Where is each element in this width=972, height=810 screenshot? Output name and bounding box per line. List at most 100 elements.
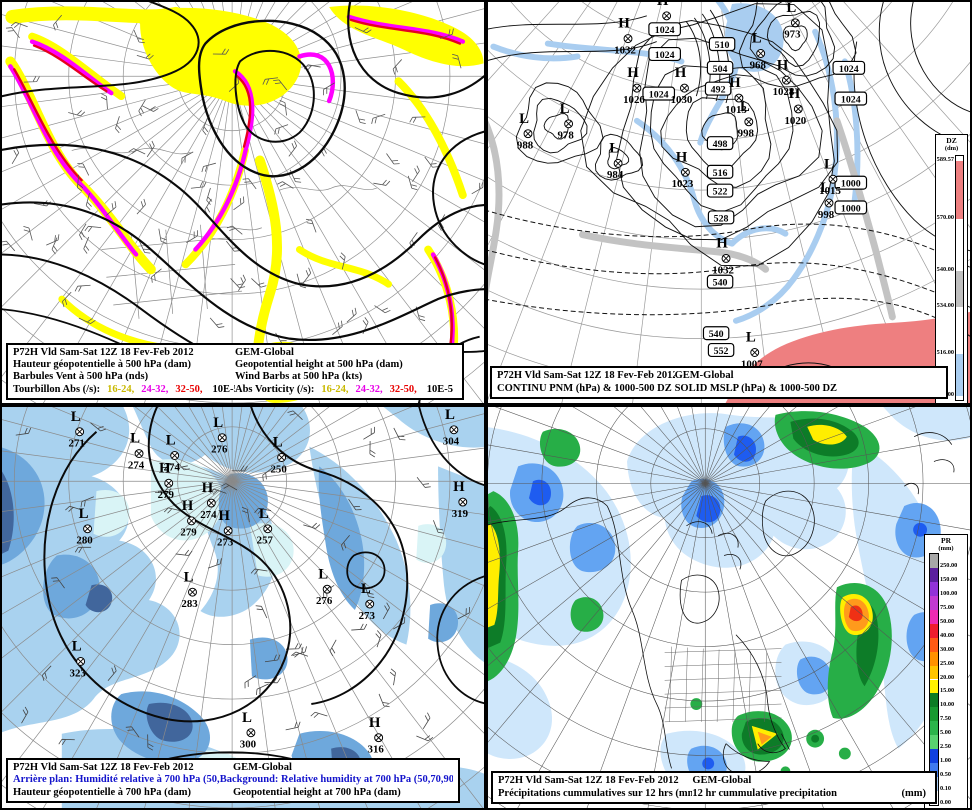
center-low: L 323 [69,639,86,680]
vorticity-range: 24-32, [355,383,383,395]
center-low: L 968 [750,31,767,72]
svg-text:H: H [159,460,171,476]
svg-text:1030: 1030 [671,94,693,106]
boxed-label: 540 [706,274,734,289]
vorticity-range: 16-24, [321,383,349,395]
center-low: L 274 [128,431,145,472]
field-label-fr: CONTINU PNM (hPa) & 1000-500 DZ [497,382,672,394]
svg-text:1024: 1024 [655,50,675,61]
svg-text:1026: 1026 [623,94,645,106]
center-low: L 988 [517,111,534,152]
thickness-contours-dashed [488,210,970,337]
boxed-label: 504 [706,60,734,75]
scale-title: DZ [946,136,957,145]
panel-vorticity-500: P72H Vld Sam-Sat 12Z 18 Fev-Feb 2012 GEM-… [0,0,486,405]
svg-text:L: L [318,566,328,582]
height-label-en: Geopotential height at 700 hPa (dam) [233,786,401,798]
svg-text:978: 978 [557,130,574,142]
svg-text:L: L [242,710,252,726]
scale-tick: 1.00 [940,757,952,765]
svg-text:984: 984 [607,169,624,181]
caption-rh: P72H Vld Sam-Sat 12Z 18 Fev-Feb 2012 GEM-… [6,758,460,803]
boxed-label: 492 [704,81,732,96]
scale-tick: 75.00 [940,603,955,611]
model-name: GEM-Global [674,370,734,382]
center-low: L 280 [76,506,93,547]
svg-text:L: L [445,407,455,423]
svg-text:H: H [789,86,801,102]
scale-tick: 0.00 [940,799,952,806]
boxed-label: 1024 [642,86,676,101]
svg-text:1015: 1015 [819,185,841,197]
svg-text:L: L [740,99,750,115]
isobars [515,2,857,267]
wind-barbs [15,410,471,751]
svg-text:H: H [202,480,214,496]
svg-text:L: L [824,156,834,172]
svg-text:H: H [218,508,230,524]
svg-text:L: L [519,111,529,127]
field-label-en: Geopotential height at 500 hPa (dam) [235,359,403,371]
precip-red [848,605,863,622]
scale-tick: 10.00 [940,701,955,709]
vorticity-legend-fr: Tourbillon Abs (/s): 16-24, 24-32, 32-50, 10… [13,383,235,395]
vorticity-range: 24-32, [141,383,169,395]
precip-label-fr: Précipitations cummulatives sur 12 hrs (… [498,787,693,799]
boxed-label: 1024 [832,60,866,75]
panel-precipitation: PR (mm) 250.00 150.00 100.00 75.00 50.00 40.0… [486,405,972,810]
svg-text:L: L [361,581,371,597]
svg-text:274: 274 [128,459,145,471]
center-low: L 978 [557,101,574,142]
boxed-label: 1024 [648,22,681,37]
center-low: L 274 [164,433,181,474]
svg-text:L: L [213,415,223,431]
svg-text:276: 276 [316,595,333,607]
scale-tick: 100.00 [940,589,958,597]
rh-label-fr: Arrière plan: Humidité relative à 700 hP… [13,774,220,786]
rh-shade-mid [2,447,459,790]
svg-text:492: 492 [711,85,726,96]
svg-text:540: 540 [709,329,724,340]
svg-text:1028: 1028 [773,86,795,98]
svg-text:L: L [609,140,619,156]
field-label-fr: Hauteur géopotentielle à 500 hPa (dam) [13,359,191,371]
model-name: GEM-Global [692,775,752,787]
scale-tick: 15.00 [940,687,955,695]
svg-text:L: L [273,435,283,451]
svg-text:L: L [72,639,82,655]
center-low: L 250 [270,435,287,476]
precip-color-scale: PR (mm) 250.00 150.00 100.00 75.00 50.00 40.0… [924,534,968,808]
center-high: H 1030 [671,65,693,106]
valid-time-fr: P72H Vld Sam-Sat 12Z 18 Fev-Feb 2012 [13,762,194,774]
svg-text:498: 498 [713,139,728,150]
scale-tick: 516.00 [936,348,954,356]
valid-time-fr: P72H Vld Sam-Sat 12Z 18 Fev-Feb 2012 [497,370,675,382]
svg-text:280: 280 [76,535,93,547]
center-high: H 279 [158,460,175,501]
svg-text:273: 273 [217,537,234,549]
svg-text:1024: 1024 [649,90,669,101]
center-high: H 273 [217,508,234,549]
boxed-label: 540 [702,326,730,341]
center-low: L 276 [316,566,333,607]
svg-text:L: L [166,433,176,449]
scale-tick: 0.50 [940,771,952,779]
rh-label-en: Background: Relative humidity at 700 hPa… [219,774,453,786]
scale-tick: 50.00 [940,617,955,625]
svg-text:323: 323 [69,667,86,679]
svg-text:522: 522 [713,187,728,198]
boxed-label: 516 [706,164,734,179]
svg-text:1000: 1000 [841,203,861,214]
center-low: L 998 [818,180,835,221]
color-bar [929,553,939,806]
svg-text:L: L [130,431,140,447]
svg-text:1032: 1032 [614,44,636,56]
svg-text:279: 279 [158,489,175,501]
caption-precip: P72H Vld Sam-Sat 12Z 18 Fev-Feb 2012 GEM-… [491,771,937,804]
svg-text:1013: 1013 [725,104,747,116]
scale-units: (dm) [944,145,959,152]
center-low: L 276 [211,415,228,456]
center-high: H 1032 [712,236,734,277]
barbs-label-fr: Barbules Vent à 500 hPa (nds) [13,371,149,383]
svg-text:968: 968 [750,59,767,71]
